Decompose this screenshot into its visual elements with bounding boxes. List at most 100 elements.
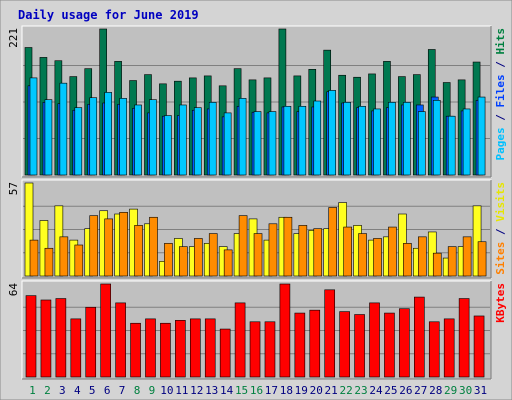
bar-pages bbox=[104, 92, 112, 176]
bar-pages bbox=[358, 105, 366, 176]
bar-kbytes bbox=[85, 306, 97, 378]
bar-sites bbox=[164, 243, 173, 277]
series-pages bbox=[29, 77, 486, 176]
bar-kbytes bbox=[279, 283, 291, 378]
bar-sites bbox=[328, 207, 338, 277]
x-tick-label: 17 bbox=[265, 384, 278, 397]
bar-kbytes bbox=[354, 314, 365, 378]
series-kbytes bbox=[25, 283, 485, 378]
x-tick-label: 15 bbox=[235, 384, 248, 397]
bar-pages bbox=[193, 107, 202, 176]
x-tick-label: 25 bbox=[384, 384, 397, 397]
x-tick-label: 13 bbox=[205, 384, 218, 397]
bar-pages bbox=[283, 105, 292, 176]
panel-kbytes: 64 KBytes bbox=[7, 280, 507, 380]
bar-kbytes bbox=[234, 302, 246, 378]
bar-kbytes bbox=[70, 318, 82, 378]
chart-title: Daily usage for June 2019 bbox=[18, 8, 199, 22]
x-tick-label: 27 bbox=[414, 384, 427, 397]
bar-pages bbox=[59, 82, 68, 176]
bar-kbytes bbox=[130, 322, 141, 378]
x-axis-labels: 1 2 3 4 5 6 7 8 9 10 11 12 13 14 15 16 17 18 19 20 21 22 23 24 2… bbox=[29, 384, 487, 397]
bar-sites bbox=[59, 236, 69, 277]
bar-sites bbox=[193, 238, 203, 277]
x-tick-label: 10 bbox=[160, 384, 173, 397]
bar-pages bbox=[179, 104, 187, 176]
bar-sites bbox=[313, 228, 323, 277]
bar-pages bbox=[418, 111, 426, 176]
series-sites bbox=[29, 207, 487, 277]
bar-sites bbox=[208, 233, 218, 277]
axis-label-part: / bbox=[494, 108, 507, 128]
bar-sites bbox=[74, 244, 84, 277]
bar-pages bbox=[268, 111, 277, 176]
axis-label-part: Pages bbox=[494, 127, 507, 160]
y-max-label: 64 bbox=[7, 283, 20, 297]
bar-pages bbox=[328, 90, 337, 176]
bar-sites bbox=[373, 238, 382, 277]
y-max-label: 221 bbox=[7, 28, 20, 48]
bar-sites bbox=[44, 247, 54, 277]
bar-kbytes bbox=[384, 312, 395, 378]
bar-kbytes bbox=[249, 321, 261, 378]
bar-pages bbox=[44, 99, 53, 176]
x-tick-label: 2 bbox=[44, 384, 51, 397]
bar-kbytes bbox=[219, 328, 231, 378]
bar-pages bbox=[447, 115, 456, 176]
bar-pages bbox=[388, 102, 396, 176]
x-tick-label: 1 bbox=[29, 384, 36, 397]
x-tick-label: 30 bbox=[459, 384, 472, 397]
bar-kbytes bbox=[115, 302, 126, 378]
bar-sites bbox=[89, 215, 99, 277]
x-tick-label: 4 bbox=[74, 384, 81, 397]
bar-kbytes bbox=[339, 311, 350, 378]
bar-sites bbox=[283, 216, 293, 277]
bar-sites bbox=[149, 216, 158, 277]
bar-kbytes bbox=[399, 308, 410, 378]
x-tick-label: 31 bbox=[474, 384, 487, 397]
bar-sites bbox=[403, 243, 412, 277]
x-tick-label: 8 bbox=[134, 384, 141, 397]
bar-sites bbox=[477, 241, 487, 277]
bar-kbytes bbox=[294, 312, 306, 378]
bar-kbytes bbox=[369, 302, 380, 378]
axis-label-part: Hits bbox=[494, 28, 507, 55]
right-axis-label: Pages / Files / Hits bbox=[494, 28, 507, 161]
bar-kbytes bbox=[324, 289, 336, 378]
bar-visits bbox=[472, 205, 482, 277]
x-tick-label: 14 bbox=[220, 384, 234, 397]
x-tick-label: 6 bbox=[104, 384, 111, 397]
bar-sites bbox=[268, 223, 278, 277]
axis-label-part: Visits bbox=[494, 182, 507, 222]
bar-pages bbox=[89, 97, 98, 176]
bar-kbytes bbox=[414, 296, 425, 378]
y-max-label: 57 bbox=[7, 182, 20, 195]
bar-pages bbox=[238, 98, 247, 176]
axis-label-part: Sites bbox=[494, 242, 507, 275]
bar-kbytes bbox=[204, 318, 216, 378]
bar-sites bbox=[462, 236, 472, 277]
x-tick-label: 23 bbox=[354, 384, 367, 397]
bar-pages bbox=[403, 102, 411, 176]
bar-kbytes bbox=[443, 318, 455, 378]
x-tick-label: 18 bbox=[280, 384, 293, 397]
x-tick-label: 5 bbox=[89, 384, 96, 397]
bar-sites bbox=[343, 226, 352, 277]
axis-label-part: / bbox=[494, 222, 507, 242]
bar-pages bbox=[119, 98, 127, 176]
bar-sites bbox=[29, 239, 39, 277]
x-tick-label: 3 bbox=[59, 384, 66, 397]
x-tick-label: 11 bbox=[175, 384, 188, 397]
bar-sites bbox=[432, 252, 442, 277]
x-tick-label: 19 bbox=[295, 384, 308, 397]
bar-pages bbox=[164, 115, 172, 176]
bar-sites bbox=[119, 212, 128, 277]
bar-kbytes bbox=[100, 283, 111, 378]
bar-pages bbox=[298, 105, 307, 176]
bar-pages bbox=[477, 96, 486, 176]
panels-group: 221 Pages / Files / Hits 57 Sites / Visits 6… bbox=[7, 25, 507, 380]
bar-kbytes bbox=[175, 320, 186, 378]
bar-kbytes bbox=[428, 321, 440, 378]
